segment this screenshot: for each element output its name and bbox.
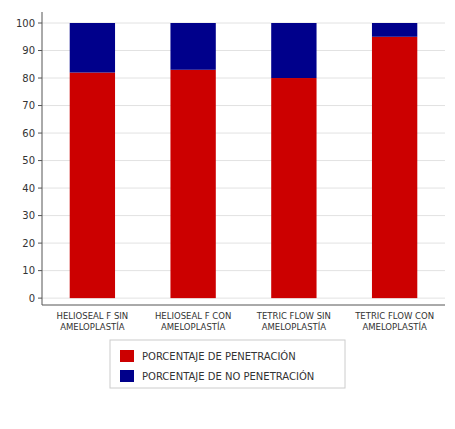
grid xyxy=(42,23,445,298)
category-label: HELIOSEAL F SINAMELOPLASTÍA xyxy=(57,311,129,332)
category-label: TETRIC FLOW SINAMELOPLASTÍA xyxy=(256,311,331,332)
tick-label: 70 xyxy=(22,100,35,111)
category-label-line: TETRIC FLOW SIN xyxy=(256,311,331,321)
tick-mark xyxy=(38,243,42,244)
legend: PORCENTAJE DE PENETRACIÓN PORCENTAJE DE N… xyxy=(110,340,345,388)
tick-label: 60 xyxy=(22,128,35,139)
legend-label: PORCENTAJE DE PENETRACIÓN xyxy=(142,350,296,362)
bars xyxy=(70,23,418,298)
category-label-line: AMELOPLASTÍA xyxy=(60,321,125,332)
bar xyxy=(170,70,215,298)
category-label: TETRIC FLOW CONAMELOPLASTÍA xyxy=(354,311,434,332)
legend-label: PORCENTAJE DE NO PENETRACIÓN xyxy=(142,370,314,382)
tick-mark xyxy=(38,188,42,189)
tick-label: 100 xyxy=(16,18,35,29)
legend-swatch xyxy=(120,350,134,362)
tick-mark xyxy=(38,78,42,79)
tick-label: 90 xyxy=(22,45,35,56)
tick-mark xyxy=(38,23,42,24)
tick-label: 30 xyxy=(22,210,35,221)
bar xyxy=(372,23,417,37)
bar xyxy=(372,37,417,298)
tick-label: 0 xyxy=(29,293,35,304)
tick-label: 10 xyxy=(22,265,35,276)
tick-label: 50 xyxy=(22,155,35,166)
tick-mark xyxy=(38,105,42,106)
bar xyxy=(70,23,115,73)
tick-mark xyxy=(38,215,42,216)
category-label-line: HELIOSEAL F SIN xyxy=(57,311,129,321)
category-label-line: AMELOPLASTÍA xyxy=(161,321,226,332)
chart: 0102030405060708090100HELIOSEAL F SINAME… xyxy=(0,0,455,429)
bar xyxy=(271,23,316,78)
category-label: HELIOSEAL F CONAMELOPLASTÍA xyxy=(155,311,231,332)
tick-label: 40 xyxy=(22,183,35,194)
tick-mark xyxy=(38,50,42,51)
category-label-line: TETRIC FLOW CON xyxy=(354,311,434,321)
x-axis xyxy=(42,305,445,306)
legend-frame xyxy=(110,340,345,388)
tick-mark xyxy=(38,160,42,161)
category-label-line: HELIOSEAL F CON xyxy=(155,311,231,321)
tick-mark xyxy=(38,133,42,134)
tick-mark xyxy=(38,298,42,299)
legend-swatch xyxy=(120,370,134,382)
y-axis xyxy=(42,12,43,305)
tick-label: 80 xyxy=(22,73,35,84)
category-label-line: AMELOPLASTÍA xyxy=(262,321,327,332)
bar xyxy=(170,23,215,70)
bar xyxy=(271,78,316,298)
bar xyxy=(70,73,115,299)
tick-label: 20 xyxy=(22,238,35,249)
tick-mark xyxy=(38,270,42,271)
category-label-line: AMELOPLASTÍA xyxy=(362,321,427,332)
